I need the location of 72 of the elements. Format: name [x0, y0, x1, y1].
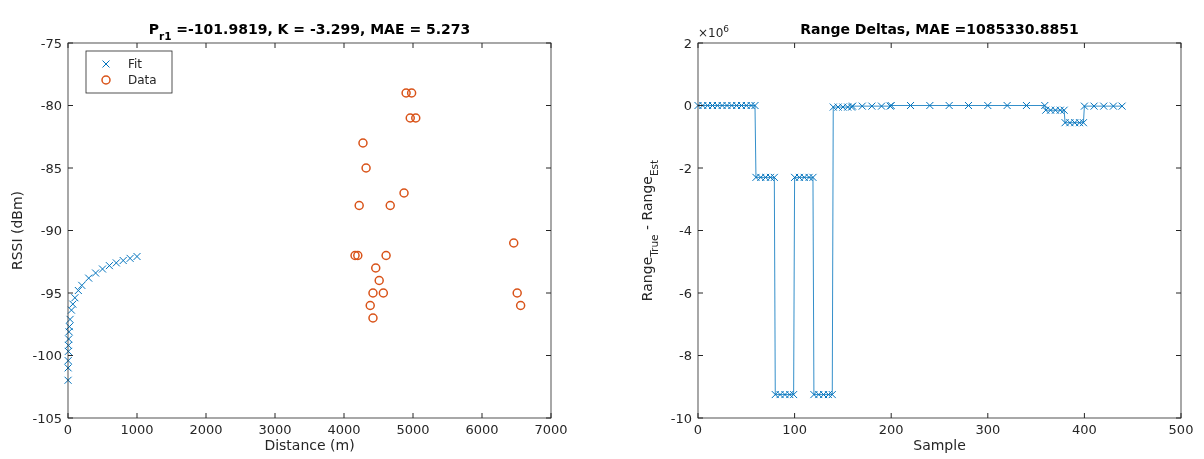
point: [64, 376, 73, 385]
point: [98, 265, 107, 273]
point: [508, 238, 519, 248]
x-tick-label: 300: [975, 422, 1001, 437]
x-axis-title: Distance (m): [264, 437, 355, 453]
point: [68, 300, 77, 309]
point: [385, 200, 395, 211]
point: [515, 300, 526, 311]
point: [381, 250, 391, 261]
point: [74, 286, 83, 295]
chart-title: Range Deltas, MAE =1085330.8851: [800, 21, 1079, 37]
x-axis-title: Sample: [913, 437, 966, 453]
point: [91, 269, 100, 277]
chart-title: P$_{r1}$ =-101.9819, K = -3.299, MAE = 5.273: [148, 21, 471, 42]
x-tick-label: 500: [1168, 422, 1194, 437]
point: [64, 335, 73, 343]
point: [84, 274, 93, 283]
point: [64, 363, 73, 372]
point: [64, 341, 73, 350]
y-tick-label: -95: [40, 285, 62, 301]
x-tick-label: 6000: [465, 422, 499, 437]
x-tick-label: 100: [782, 422, 808, 437]
x-tick-label: 0: [63, 422, 73, 437]
x-tick-label: 0: [693, 422, 703, 437]
point: [358, 138, 368, 148]
x-tick-label: 2000: [189, 422, 223, 437]
point: [361, 163, 371, 173]
point: [378, 288, 389, 298]
y-axis-title: RSSI (dBm): [9, 190, 25, 271]
y-tick-label: 2: [683, 35, 692, 51]
point: [401, 88, 411, 98]
point: [64, 356, 73, 365]
y-tick-label: -90: [40, 223, 62, 239]
y-tick-label: -6: [679, 285, 692, 301]
x-tick-label: 3000: [258, 422, 292, 437]
point: [399, 188, 409, 198]
y-tick-label: -4: [679, 223, 692, 239]
point: [368, 288, 378, 298]
point: [65, 327, 74, 336]
point: [406, 88, 417, 98]
point: [64, 347, 73, 356]
y-tick-label: -100: [32, 348, 62, 364]
point: [77, 281, 86, 290]
point: [66, 315, 75, 324]
point: [374, 275, 384, 286]
point: [512, 288, 522, 298]
y-tick-label: -75: [40, 35, 62, 51]
y-tick-label: -80: [40, 98, 62, 114]
legend-label: Fit: [128, 57, 143, 71]
y-tick-label: -10: [670, 410, 692, 426]
point: [354, 200, 364, 211]
x-tick-label: 7000: [534, 422, 568, 437]
point: [70, 293, 79, 302]
point: [65, 322, 74, 331]
text: ×10$^{6}$: [698, 24, 730, 40]
point: [365, 300, 375, 311]
y-tick-label: 0: [683, 98, 692, 114]
point: [370, 263, 381, 273]
y-tick-label: -8: [679, 348, 692, 364]
y-tick-label: -105: [32, 410, 62, 426]
point: [67, 306, 76, 315]
x-tick-label: 200: [878, 422, 904, 437]
x-tick-label: 4000: [327, 422, 361, 437]
y-tick-label: -2: [679, 160, 692, 176]
point: [411, 113, 421, 123]
x-tick-label: 400: [1071, 422, 1097, 437]
legend-label: Data: [128, 73, 157, 87]
x-tick-label: 5000: [396, 422, 430, 437]
y-tick-label: -85: [40, 160, 62, 176]
x-tick-label: 1000: [120, 422, 154, 437]
point: [368, 313, 378, 323]
point: [405, 113, 415, 123]
